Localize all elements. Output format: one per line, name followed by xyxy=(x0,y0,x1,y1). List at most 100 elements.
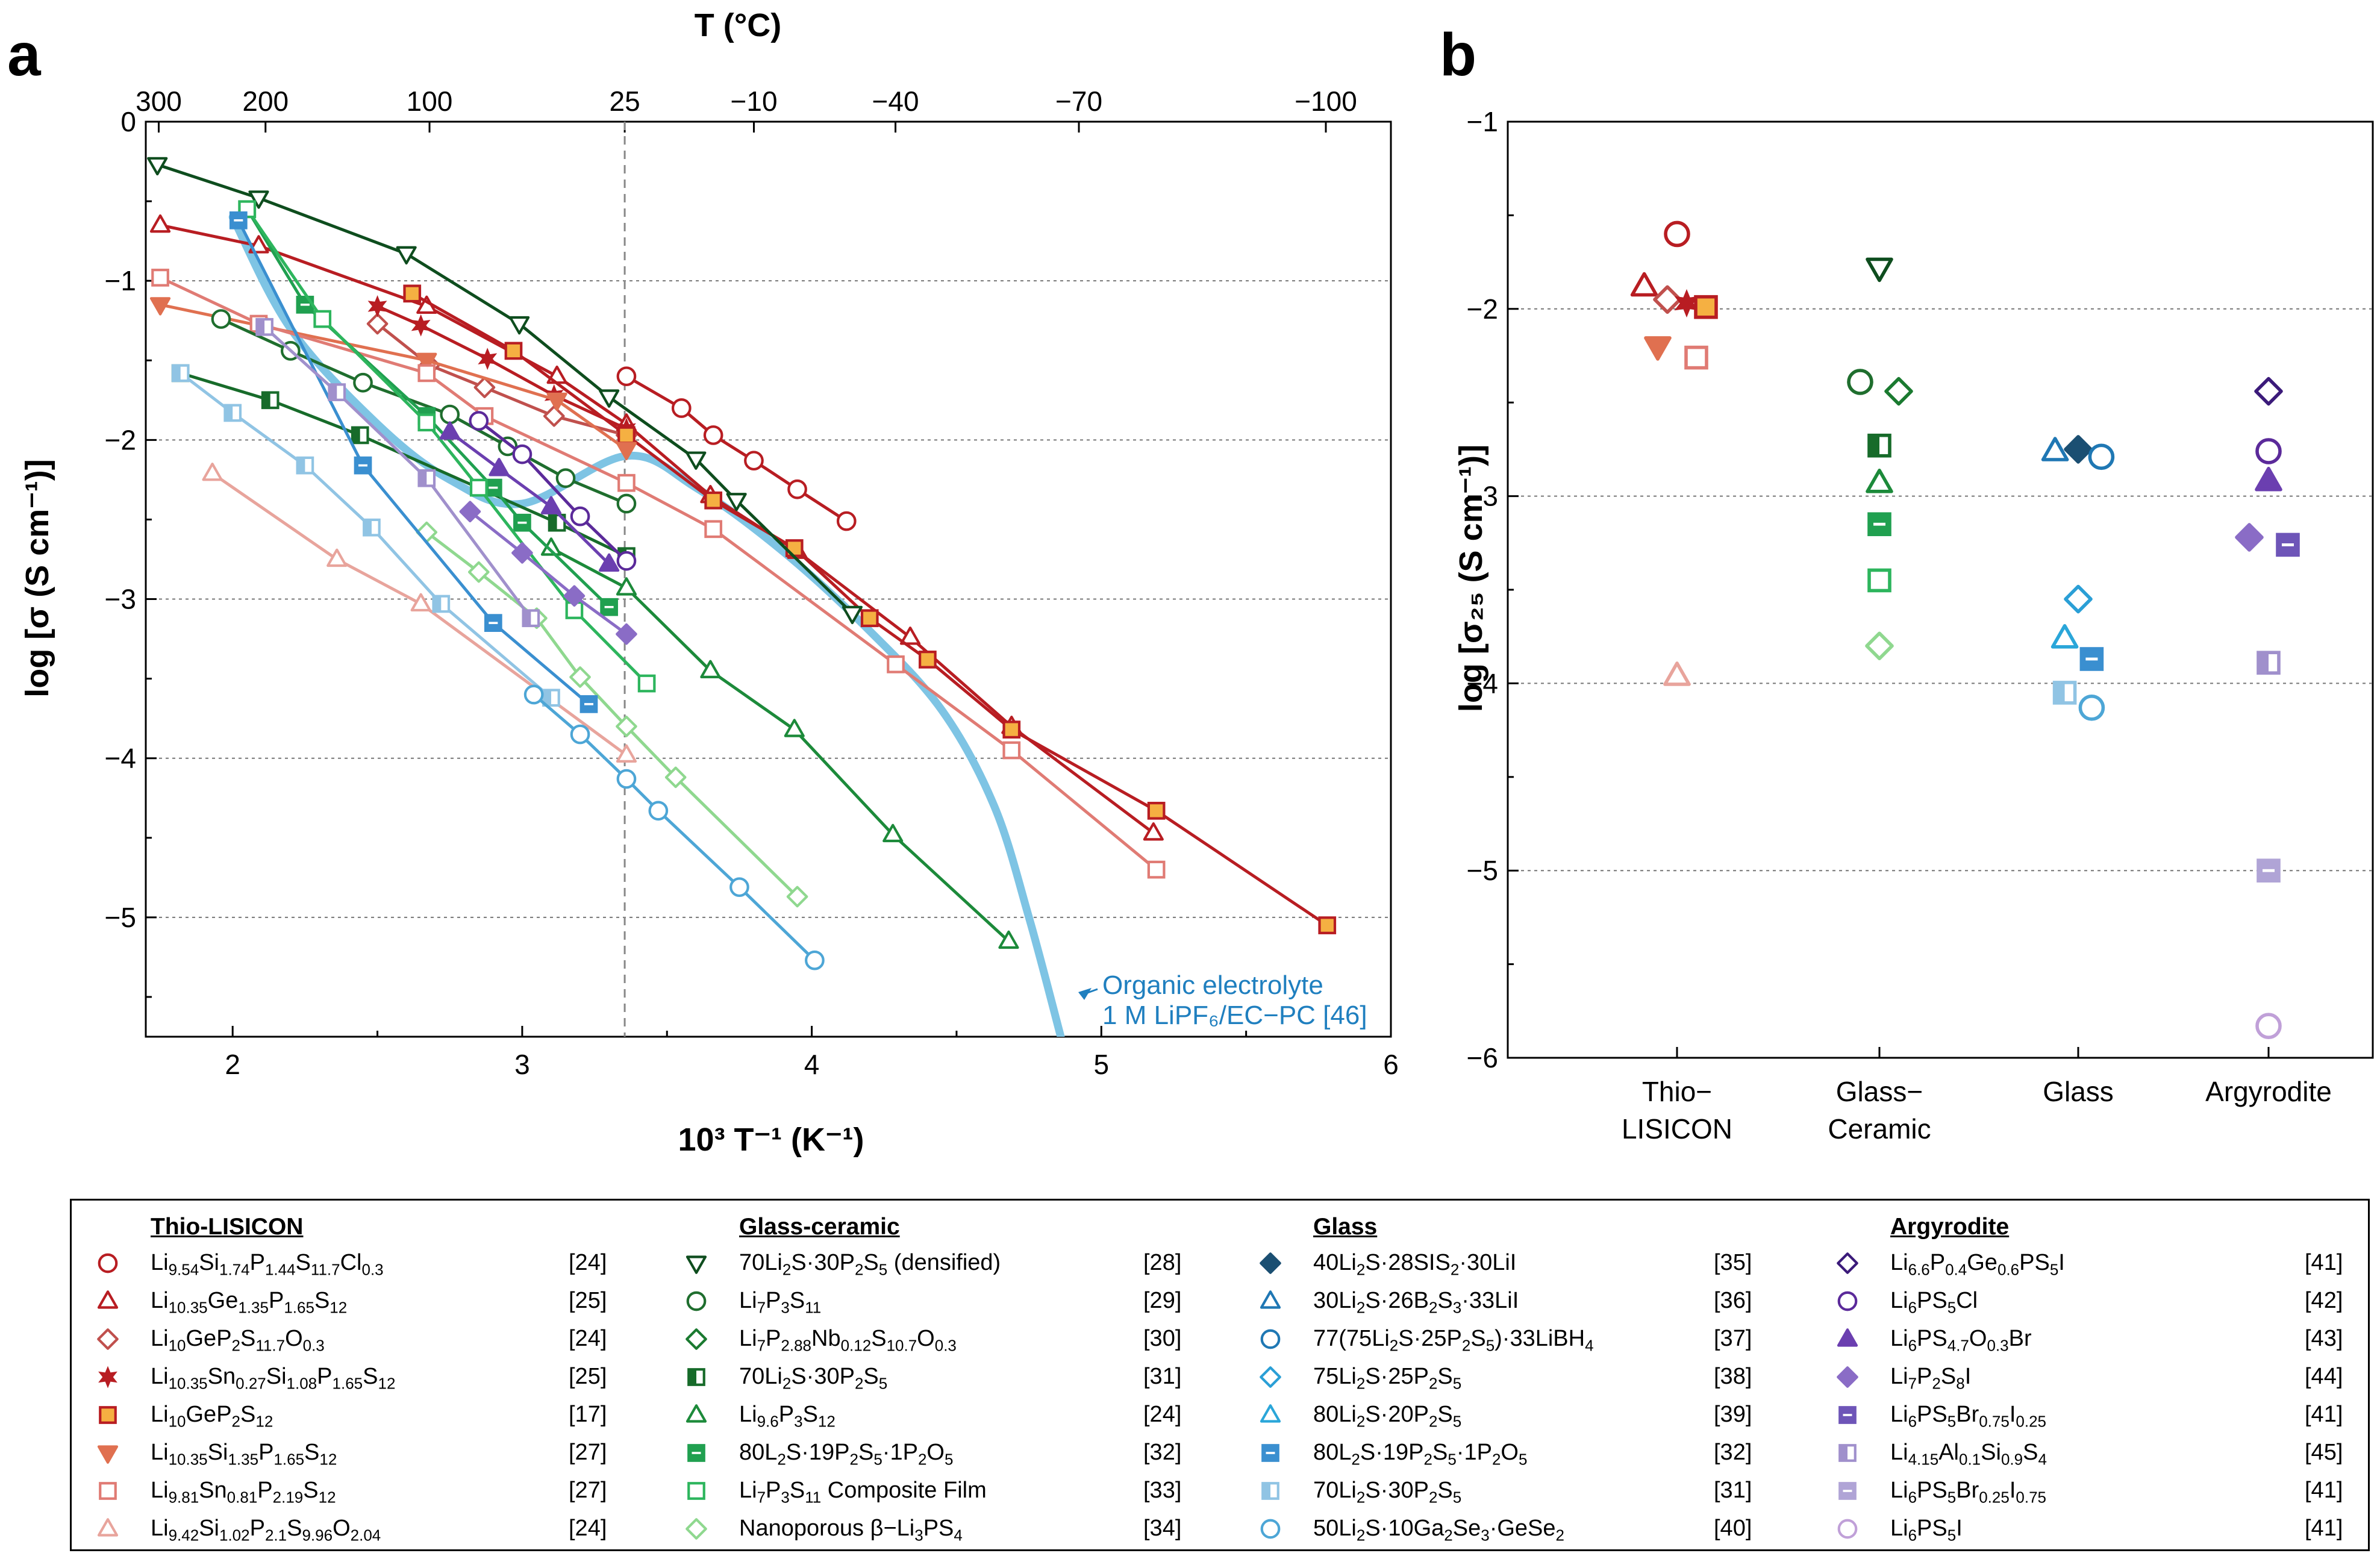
legend-marker xyxy=(1838,1444,1857,1462)
point-tl7 xyxy=(1684,345,1708,370)
legend-ref: [24] xyxy=(569,1250,607,1275)
data-point-gc6 xyxy=(484,478,502,497)
data-point-tl7 xyxy=(151,269,169,287)
data-point-gl6 xyxy=(229,211,248,230)
data-point-tl5 xyxy=(860,609,879,628)
data-point-tl6 xyxy=(416,352,437,372)
data-point-gc4 xyxy=(548,513,566,532)
series-gl8 xyxy=(523,684,825,970)
point-gc7 xyxy=(1867,568,1891,593)
data-point-gc4 xyxy=(261,391,280,410)
legend-marker-tl4 xyxy=(98,1366,117,1389)
data-point-tl1 xyxy=(836,511,857,531)
data-point-gl8 xyxy=(648,801,669,821)
series-ar6 xyxy=(255,317,540,628)
legend-ref: [25] xyxy=(569,1364,607,1389)
point-tl5 xyxy=(1694,295,1718,319)
data-point-gc2 xyxy=(498,436,518,457)
data-point-gl8 xyxy=(729,877,749,898)
data-point-tl5 xyxy=(919,651,937,669)
data-point-tl5 xyxy=(1318,916,1337,934)
data-point-ar4 xyxy=(459,501,481,523)
top-tick-label: −100 xyxy=(1295,86,1357,117)
series-ar2 xyxy=(469,411,637,571)
data-point-gc6 xyxy=(513,513,531,532)
figure-canvas: a b 2 3 4 5 6 0 −1 −2 −3 −4 −5 300 200 100 25 −10 −40 −… xyxy=(7,7,2374,1158)
point-gc2 xyxy=(1847,369,1873,395)
data-point-gl7 xyxy=(171,364,190,383)
data-point-tl3 xyxy=(473,376,496,399)
data-point-gc7 xyxy=(313,310,332,328)
legend-ref: [41] xyxy=(2305,1478,2343,1503)
legend-label: 75Li2S·25P2S5 xyxy=(1313,1364,1462,1393)
top-tick-label: 100 xyxy=(407,86,453,117)
legend-item: Li10.35Ge1.35P1.65S12 [25] xyxy=(87,1282,617,1320)
legend-label: Li6PS5Cl xyxy=(1890,1288,1978,1317)
legend-ref: [31] xyxy=(1143,1364,1182,1389)
point-ar3 xyxy=(2255,466,2282,492)
legend-marker xyxy=(98,1366,117,1389)
legend-ref: [35] xyxy=(1714,1250,1752,1275)
series-gc1 xyxy=(147,157,863,625)
data-point-gc4 xyxy=(351,426,369,445)
legend-label: Li6.6P0.4Ge0.6PS5I xyxy=(1890,1250,2065,1279)
panel-b-gridlines xyxy=(1508,308,2373,872)
series-line-ar2 xyxy=(478,419,628,562)
legend-item: Li10.35Sn0.27Si1.08P1.65S12 [25] xyxy=(87,1358,617,1396)
legend-ref: [40] xyxy=(1714,1516,1752,1541)
series-gl6 xyxy=(229,211,598,713)
point-tl3 xyxy=(1653,285,1682,314)
legend-group-title: Glass-ceramic xyxy=(739,1214,900,1240)
data-point-gl7 xyxy=(542,689,560,707)
series-line-gc8 xyxy=(425,531,799,898)
legend-ref: [42] xyxy=(2305,1288,2343,1313)
legend-label: 70Li2S·30P2S5 xyxy=(739,1364,888,1393)
point-ar1 xyxy=(2254,376,2283,406)
legend-marker xyxy=(1837,1519,1858,1539)
panel-b-frame xyxy=(1507,120,2374,1059)
legend-label: Li10GeP2S11.7O0.3 xyxy=(151,1326,325,1355)
data-point-tl1 xyxy=(703,425,723,445)
legend-marker-gl4 xyxy=(1260,1366,1281,1388)
legend-label: Li9.6P3S12 xyxy=(739,1402,835,1431)
legend-marker-gc6 xyxy=(687,1444,705,1462)
data-point-ar2 xyxy=(616,551,637,571)
legend-label: Li9.81Sn0.81P2.19S12 xyxy=(151,1478,336,1507)
legend-marker xyxy=(686,1328,707,1350)
point-gl5 xyxy=(2050,624,2079,649)
point-gl3 xyxy=(2088,443,2115,470)
legend-ref: [27] xyxy=(569,1440,607,1465)
data-point-gl7 xyxy=(432,595,451,613)
series-line-gc6 xyxy=(246,208,610,608)
panel-a-top-ticks: 300 200 100 25 −10 −40 −70 −100 xyxy=(136,86,1357,133)
data-point-gc2 xyxy=(555,468,576,489)
data-point-ar3 xyxy=(599,553,620,572)
point-tl8 xyxy=(1663,661,1691,686)
legend-label: 50Li2S·10Ga2Se3·GeSe2 xyxy=(1313,1516,1564,1545)
data-point-gc5 xyxy=(882,823,904,843)
legend-marker-tl6 xyxy=(97,1445,119,1464)
data-point-tl5 xyxy=(1147,802,1166,820)
legend-marker xyxy=(1260,1252,1281,1274)
legend-marker xyxy=(1837,1291,1858,1311)
data-point-gl6 xyxy=(354,456,372,475)
data-point-gc1 xyxy=(842,605,863,625)
point-tl1 xyxy=(1664,220,1690,248)
legend-marker-ar1 xyxy=(1837,1252,1858,1274)
data-point-gc8 xyxy=(664,766,687,789)
legend-item: Li9.54Si1.74P1.44S11.7Cl0.3 [24] xyxy=(87,1244,617,1282)
legend-label: 77(75Li2S·25P2S5)·33LiBH4 xyxy=(1313,1326,1594,1355)
legend-item: Li4.15Al0.1Si0.9S4 [45] xyxy=(1827,1434,2353,1472)
point-gl1 xyxy=(2064,435,2093,464)
legend-marker xyxy=(687,1482,705,1500)
legend-label: Li10.35Sn0.27Si1.08P1.65S12 xyxy=(151,1364,396,1393)
organic-electrolyte-curve xyxy=(228,213,1065,1037)
x-tick-label: 4 xyxy=(804,1049,820,1080)
data-point-gc5 xyxy=(784,719,805,737)
category-label: Glass− xyxy=(1836,1076,1923,1107)
legend-marker xyxy=(97,1518,119,1537)
series-gc6 xyxy=(238,200,618,616)
data-point-tl5 xyxy=(704,491,723,510)
data-point-gl7 xyxy=(296,456,314,475)
data-point-ar3 xyxy=(439,421,460,440)
